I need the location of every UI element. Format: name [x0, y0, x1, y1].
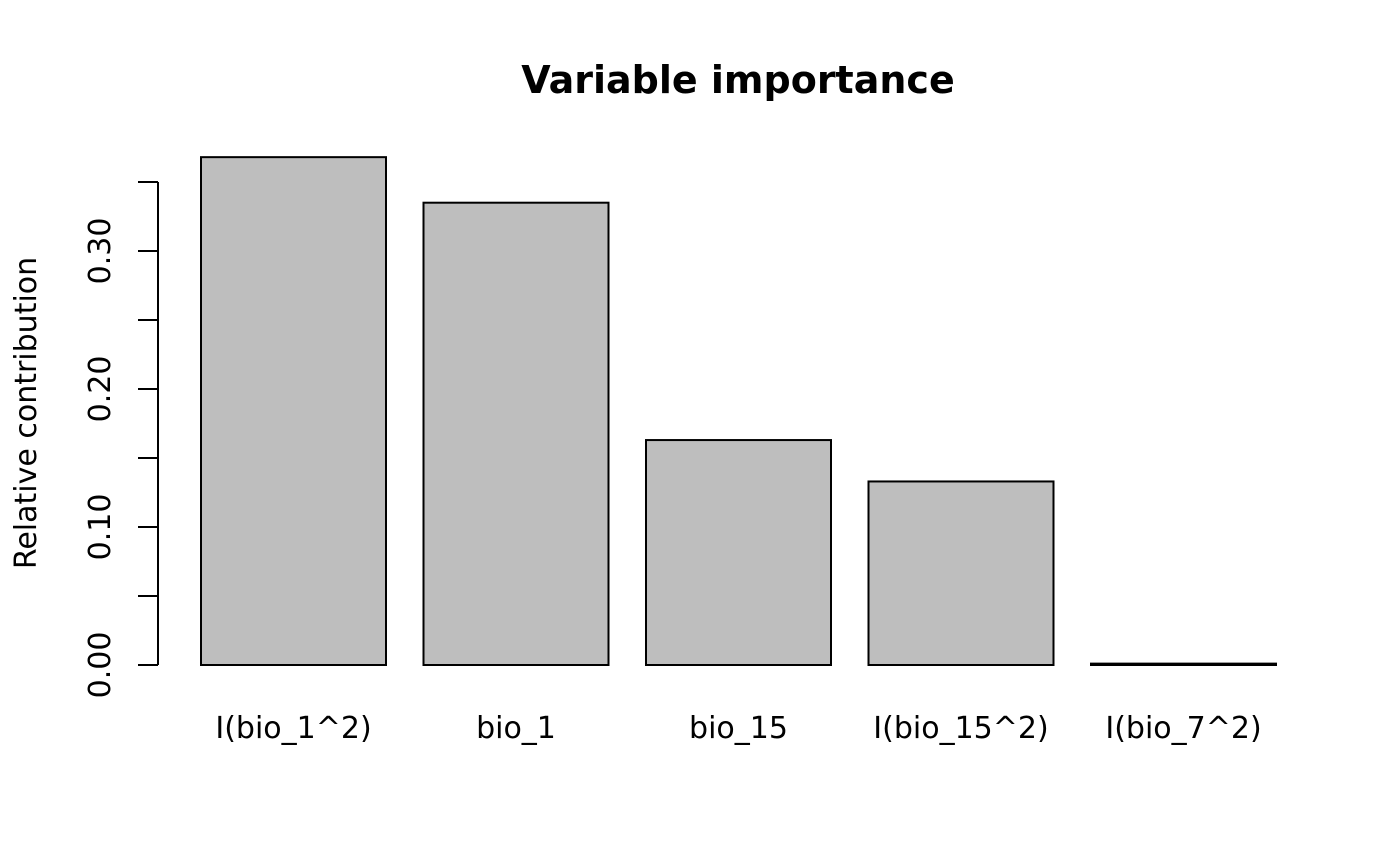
- bar: [422, 201, 610, 666]
- y-tick-label: 0.20: [83, 356, 118, 423]
- bar: [200, 156, 387, 666]
- y-tick-label: 0.30: [83, 218, 118, 285]
- chart-title: Variable importance: [521, 58, 954, 102]
- x-category-label: bio_15: [689, 711, 788, 746]
- y-axis-label: Relative contribution: [9, 257, 44, 569]
- y-tick-label: 0.00: [83, 632, 118, 699]
- bar: [645, 439, 832, 666]
- x-axis-labels: I(bio_1^2) bio_1 bio_15 I(bio_15^2) I(bio_7^…: [215, 711, 1261, 746]
- x-category-label: bio_1: [476, 711, 556, 746]
- bar: [867, 480, 1055, 666]
- y-axis: 0.00 0.10 0.20 0.30: [83, 181, 159, 699]
- bars: [200, 156, 1277, 666]
- x-category-label: I(bio_7^2): [1105, 711, 1261, 746]
- y-tick-label: 0.10: [83, 494, 118, 561]
- bar: [1090, 662, 1277, 666]
- x-category-label: I(bio_15^2): [873, 711, 1048, 746]
- x-category-label: I(bio_1^2): [215, 711, 371, 746]
